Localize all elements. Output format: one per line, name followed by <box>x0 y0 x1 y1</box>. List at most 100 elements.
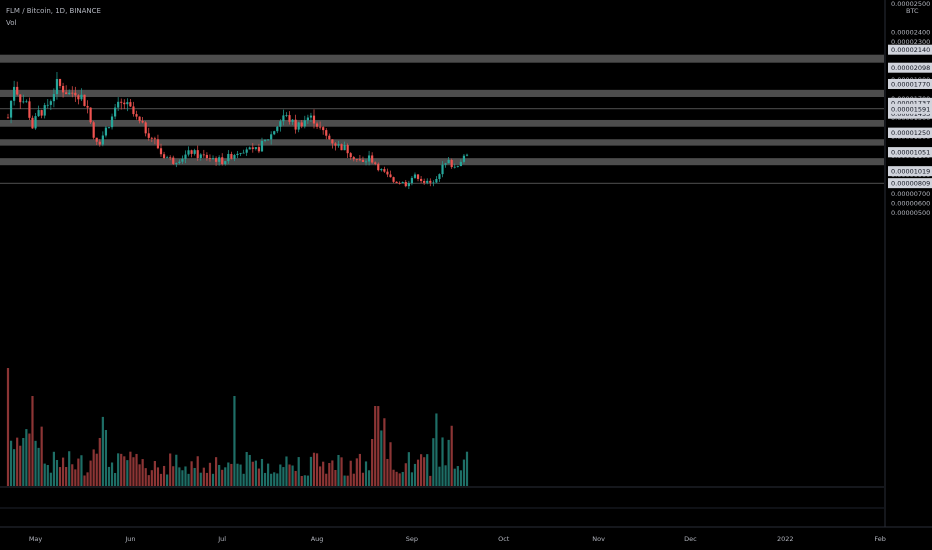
candle[interactable] <box>104 126 108 138</box>
candle[interactable] <box>61 82 65 98</box>
candle[interactable] <box>135 110 138 120</box>
candle[interactable] <box>184 150 187 164</box>
candle[interactable] <box>297 121 300 133</box>
candle[interactable] <box>291 119 294 125</box>
candle[interactable] <box>328 133 331 140</box>
candle[interactable] <box>175 162 178 168</box>
candle[interactable] <box>83 94 86 107</box>
candle[interactable] <box>107 126 111 129</box>
candle[interactable] <box>205 152 208 161</box>
candle[interactable] <box>401 181 404 184</box>
candle[interactable] <box>380 168 383 172</box>
candle[interactable] <box>441 161 444 178</box>
candle[interactable] <box>389 170 392 178</box>
candle[interactable] <box>386 168 389 178</box>
candle[interactable] <box>383 166 386 173</box>
candle[interactable] <box>156 134 160 150</box>
candle[interactable] <box>193 148 196 156</box>
candle[interactable] <box>230 151 233 160</box>
candle[interactable] <box>13 80 16 106</box>
candle[interactable] <box>114 103 117 120</box>
zone-band-3[interactable] <box>0 139 884 146</box>
zone-band-1[interactable] <box>0 89 884 97</box>
candle[interactable] <box>129 98 132 107</box>
zone-top-price-tag[interactable]: 0.00002140 <box>888 44 932 55</box>
candle[interactable] <box>254 147 257 151</box>
level-price-tag[interactable]: 0.00000809 <box>888 178 932 189</box>
candle[interactable] <box>245 147 248 156</box>
candle[interactable] <box>181 155 184 164</box>
candle[interactable] <box>334 142 337 151</box>
candle[interactable] <box>68 89 71 95</box>
candle[interactable] <box>371 152 374 164</box>
candle[interactable] <box>126 98 129 112</box>
candle[interactable] <box>6 113 10 119</box>
candle[interactable] <box>172 155 175 165</box>
candle[interactable] <box>361 156 365 163</box>
candle[interactable] <box>453 163 456 169</box>
candle[interactable] <box>65 85 68 95</box>
candle[interactable] <box>239 152 242 157</box>
candle[interactable] <box>426 178 429 185</box>
candle[interactable] <box>465 153 469 157</box>
candle[interactable] <box>169 155 172 161</box>
candle[interactable] <box>282 109 285 126</box>
candle[interactable] <box>71 86 74 98</box>
candle[interactable] <box>260 137 264 153</box>
candle[interactable] <box>196 145 199 161</box>
zone-bottom-price-tag[interactable]: 0.00001737 <box>888 97 932 108</box>
candle[interactable] <box>19 94 22 109</box>
candle[interactable] <box>9 100 13 124</box>
candle[interactable] <box>236 151 239 159</box>
candle[interactable] <box>37 105 40 117</box>
candle[interactable] <box>224 160 227 166</box>
zone-top-price-tag[interactable]: 0.00001250 <box>888 127 932 138</box>
candle[interactable] <box>420 176 423 184</box>
candle[interactable] <box>377 162 380 172</box>
candle[interactable] <box>416 174 420 182</box>
zone-top-price-tag[interactable]: 0.00001051 <box>888 147 932 158</box>
candle[interactable] <box>456 165 459 168</box>
candle[interactable] <box>349 152 352 160</box>
candle[interactable] <box>352 155 355 162</box>
candle[interactable] <box>300 120 303 129</box>
candle[interactable] <box>58 78 62 89</box>
zone-top-price-tag[interactable]: 0.00001770 <box>888 78 932 89</box>
candle[interactable] <box>80 88 83 101</box>
candle[interactable] <box>444 162 447 168</box>
candle[interactable] <box>340 143 343 151</box>
candle[interactable] <box>285 112 288 118</box>
candle[interactable] <box>150 136 153 143</box>
zone-band-4[interactable] <box>0 158 884 166</box>
candle[interactable] <box>178 159 181 165</box>
candle[interactable] <box>276 126 279 134</box>
candle[interactable] <box>322 126 325 135</box>
candle[interactable] <box>221 153 224 166</box>
candle[interactable] <box>294 114 297 134</box>
candle[interactable] <box>187 146 190 157</box>
candle[interactable] <box>40 109 43 119</box>
candle[interactable] <box>257 143 261 154</box>
candle[interactable] <box>89 107 92 125</box>
candle[interactable] <box>28 97 31 120</box>
candle[interactable] <box>92 120 95 140</box>
candle[interactable] <box>227 150 230 164</box>
candle[interactable] <box>392 176 395 184</box>
candle[interactable] <box>132 101 135 117</box>
candle[interactable] <box>447 156 450 164</box>
candle[interactable] <box>208 154 212 162</box>
candle[interactable] <box>49 99 52 111</box>
candle[interactable] <box>25 99 28 103</box>
candle[interactable] <box>438 173 441 182</box>
candle[interactable] <box>74 86 77 102</box>
candle[interactable] <box>98 139 101 147</box>
candle[interactable] <box>288 111 291 125</box>
candle[interactable] <box>267 139 270 141</box>
candle[interactable] <box>52 88 55 108</box>
candle[interactable] <box>325 128 328 140</box>
candle[interactable] <box>117 97 120 112</box>
candle[interactable] <box>31 115 34 129</box>
candle[interactable] <box>407 180 410 189</box>
candle[interactable] <box>337 140 340 148</box>
